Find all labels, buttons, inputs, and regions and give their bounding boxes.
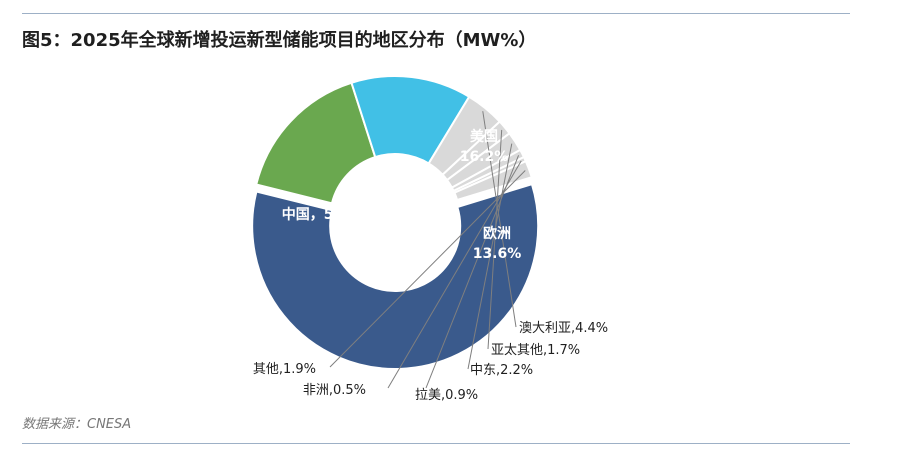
top-rule [22,13,850,14]
slice-labels: 中国，58.6% 美国 16.2% 欧洲 13.6% 澳大利亚,4.4% 亚太其他,1.7%… [253,128,608,403]
figure-title: 图5：2025年全球新增投运新型储能项目的地区分布（MW%） [22,30,537,51]
leader-lines [329,111,526,389]
slice-label-7: 非洲,0.5% [303,383,366,398]
slice-label-4: 亚太其他,1.7% [491,343,580,358]
slice-0 [251,182,540,370]
slice-label-3: 澳大利亚,4.4% [519,320,608,336]
leader-line-7 [387,160,522,389]
slice-label-0: 中国，58.6% [282,206,373,223]
data-source: 数据来源：CNESA [22,417,132,432]
slice-label-1: 美国 16.2% [460,128,509,165]
slice-label-5: 中东,2.2% [470,363,533,378]
leader-line-6 [425,155,520,389]
leader-line-5 [467,143,513,370]
bottom-rule [22,443,850,444]
leader-line-3 [482,111,517,328]
slice-1 [255,81,377,205]
slice-group [251,75,540,370]
leader-line-4 [487,129,503,350]
slice-label-8: 其他,1.9% [253,362,316,377]
slice-label-2: 欧洲 13.6% [473,225,522,262]
leader-line-8 [329,170,526,368]
slice-label-6: 拉美,0.9% [415,388,478,403]
